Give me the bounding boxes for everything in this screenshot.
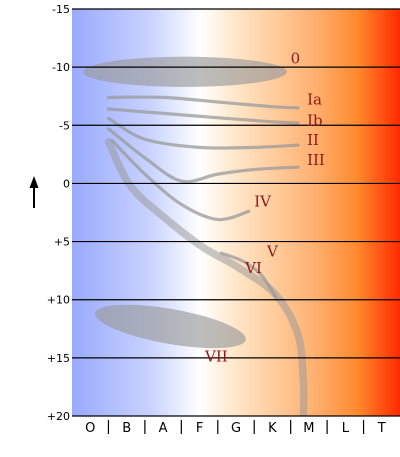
luminosity-regions bbox=[82, 56, 308, 416]
spectral-class-o: O bbox=[85, 421, 95, 436]
y-tick-label: +10 bbox=[47, 294, 70, 307]
y-tick-label: -15 bbox=[52, 3, 70, 16]
spectral-class-m: M bbox=[303, 421, 314, 436]
spectral-class-f: F bbox=[196, 421, 203, 436]
y-tick-labels: -15 -10 -5 0 +5 +10 +15 +20 bbox=[47, 3, 70, 423]
region-ii bbox=[106, 116, 300, 150]
y-tick-label: +20 bbox=[47, 410, 70, 423]
region-ia bbox=[106, 95, 300, 110]
spectral-class-l: L bbox=[342, 421, 350, 436]
gridlines bbox=[72, 8, 400, 417]
y-tick-label: -10 bbox=[52, 61, 70, 74]
spectral-class-t: T bbox=[377, 421, 386, 436]
class-label-v: V bbox=[266, 243, 279, 261]
spectral-class-a: A bbox=[159, 421, 168, 436]
spectral-class-b: B bbox=[122, 421, 131, 436]
spectral-class-g: G bbox=[231, 421, 241, 436]
region-v bbox=[104, 137, 308, 416]
y-tick-label: +15 bbox=[47, 352, 70, 365]
region-0 bbox=[82, 56, 288, 87]
class-label-0: 0 bbox=[291, 50, 301, 68]
class-label-ia: Ia bbox=[307, 90, 322, 108]
region-ib bbox=[106, 107, 300, 125]
class-label-iv: IV bbox=[254, 193, 272, 211]
up-arrow-icon bbox=[29, 176, 39, 208]
y-tick-label: +5 bbox=[54, 236, 70, 249]
class-label-vi: VI bbox=[244, 259, 262, 277]
class-label-vii: VII bbox=[204, 347, 228, 365]
class-label-ib: Ib bbox=[307, 111, 323, 129]
class-label-iii: III bbox=[307, 151, 325, 169]
y-tick-label: -5 bbox=[59, 119, 70, 132]
region-iii bbox=[106, 127, 300, 184]
region-iv bbox=[110, 138, 251, 222]
region-vii bbox=[94, 304, 246, 349]
y-tick-label: 0 bbox=[63, 177, 70, 190]
spectral-class-k: K bbox=[268, 421, 277, 436]
class-label-ii: II bbox=[307, 131, 319, 149]
region-vi bbox=[219, 251, 278, 299]
